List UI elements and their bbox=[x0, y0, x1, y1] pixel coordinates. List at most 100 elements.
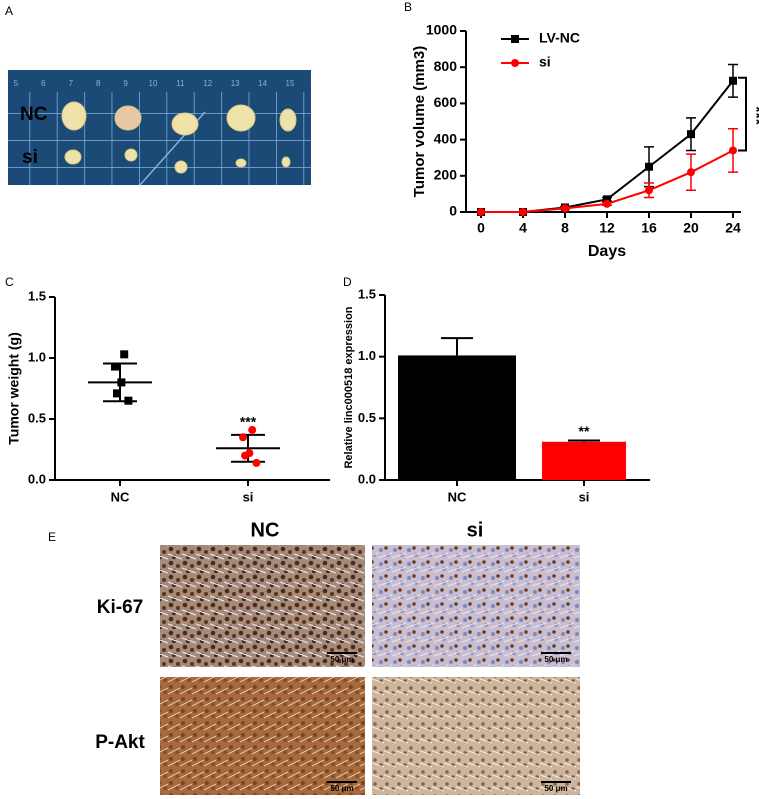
y-tick-label: 1.0 bbox=[28, 349, 46, 364]
x-axis-label: Days bbox=[588, 243, 626, 260]
marker bbox=[511, 59, 519, 67]
y-tick-label: 0.0 bbox=[28, 471, 46, 486]
marker bbox=[729, 76, 737, 85]
photo-a: 5 6 7 8 9 10 11 12 13 14 15 NC si bbox=[8, 70, 311, 186]
ruler-number: 12 bbox=[203, 79, 212, 88]
ruler-number: 11 bbox=[176, 79, 185, 88]
y-tick-label: 0 bbox=[449, 203, 457, 219]
marker bbox=[519, 208, 527, 216]
scale-label: 50 μm bbox=[330, 655, 353, 664]
ihc-panel: 50 μm 50 μm 50 μm 50 μm NC si Ki-67 P-Ak… bbox=[95, 519, 580, 795]
column-label: NC bbox=[251, 519, 280, 541]
marker bbox=[239, 433, 247, 442]
tumor bbox=[226, 104, 256, 132]
tumor bbox=[61, 101, 87, 131]
x-tick-label: 8 bbox=[561, 220, 569, 236]
marker bbox=[248, 425, 257, 434]
marker bbox=[511, 35, 519, 43]
significance-label: *** bbox=[747, 106, 759, 125]
marker bbox=[687, 168, 695, 177]
x-tick-label: 12 bbox=[599, 220, 615, 236]
bar bbox=[542, 441, 626, 480]
y-tick-label: 1.0 bbox=[358, 348, 376, 363]
ruler-number: 15 bbox=[286, 79, 295, 88]
y-tick-label: 0.0 bbox=[358, 471, 376, 486]
ihc-image bbox=[372, 545, 580, 667]
marker bbox=[729, 146, 737, 155]
y-axis-label: Tumor weight (g) bbox=[6, 332, 22, 445]
significance-label: *** bbox=[240, 414, 257, 430]
ruler-number: 7 bbox=[69, 79, 74, 88]
x-tick-label: 20 bbox=[683, 220, 699, 236]
scale-label: 50 μm bbox=[544, 655, 567, 664]
tumor bbox=[235, 158, 247, 168]
column-label: si bbox=[467, 519, 484, 541]
ruler-number: 6 bbox=[41, 79, 46, 88]
ihc-image bbox=[160, 677, 365, 795]
marker bbox=[645, 186, 653, 195]
tumor bbox=[174, 160, 188, 174]
photo-row-label: NC bbox=[20, 104, 48, 125]
marker bbox=[117, 378, 126, 387]
tumor bbox=[64, 149, 82, 165]
scale-label: 50 μm bbox=[330, 784, 353, 793]
bar bbox=[398, 355, 516, 480]
y-axis-label: Tumor volume (mm3) bbox=[411, 46, 428, 197]
x-tick-label: 0 bbox=[477, 220, 485, 236]
panel-label: B bbox=[404, 0, 412, 14]
error-bar bbox=[441, 337, 473, 356]
legend-label: LV-NC bbox=[539, 30, 580, 46]
y-tick-label: 1000 bbox=[426, 22, 457, 38]
y-tick-label: 1.5 bbox=[358, 286, 376, 301]
marker bbox=[603, 199, 611, 208]
significance-bracket bbox=[738, 76, 747, 152]
x-tick-label: si bbox=[243, 489, 254, 504]
marker bbox=[241, 451, 249, 460]
tumor bbox=[171, 112, 199, 136]
row-label: Ki-67 bbox=[97, 597, 143, 618]
series-line bbox=[481, 80, 734, 213]
panel-label: A bbox=[5, 4, 13, 18]
ruler-number: 14 bbox=[258, 79, 267, 88]
ihc-image bbox=[372, 677, 580, 795]
y-axis-label: Relative linc000518 expression bbox=[343, 306, 355, 468]
y-tick-label: 1.5 bbox=[28, 288, 46, 303]
tumors bbox=[61, 101, 297, 174]
panel-label: C bbox=[5, 275, 14, 289]
ruler-number: 10 bbox=[149, 79, 158, 88]
tumor bbox=[124, 148, 138, 162]
ruler-number: 8 bbox=[96, 79, 101, 88]
x-tick-label: NC bbox=[111, 489, 130, 504]
x-tick-label: 4 bbox=[519, 220, 527, 236]
x-tick-label: 24 bbox=[725, 220, 741, 236]
x-tick-label: 16 bbox=[641, 220, 657, 236]
tumor bbox=[281, 156, 291, 168]
y-tick-label: 0.5 bbox=[28, 410, 46, 425]
marker bbox=[113, 389, 121, 398]
error-bar bbox=[568, 439, 600, 442]
y-tick-label: 400 bbox=[434, 130, 458, 146]
significance-label: ** bbox=[579, 423, 590, 439]
ruler-number: 13 bbox=[231, 79, 240, 88]
ihc-image bbox=[160, 545, 365, 667]
marker bbox=[111, 362, 119, 371]
y-tick-label: 200 bbox=[434, 167, 458, 183]
tumor bbox=[114, 105, 142, 131]
ruler: 5 6 7 8 9 10 11 12 13 14 15 bbox=[14, 79, 295, 88]
marker bbox=[603, 195, 611, 204]
tumor bbox=[279, 108, 297, 132]
ruler-number: 9 bbox=[123, 79, 128, 88]
scale-label: 50 μm bbox=[544, 784, 567, 793]
marker bbox=[561, 204, 569, 213]
legend-label: si bbox=[539, 54, 551, 70]
x-tick-label: NC bbox=[448, 489, 467, 504]
marker bbox=[477, 208, 485, 216]
y-tick-label: 800 bbox=[434, 58, 458, 74]
marker bbox=[120, 350, 129, 359]
row-label: P-Akt bbox=[95, 732, 145, 753]
marker bbox=[645, 162, 653, 171]
marker bbox=[124, 396, 133, 405]
photo-grid bbox=[8, 92, 311, 185]
panel-label: E bbox=[48, 530, 56, 544]
